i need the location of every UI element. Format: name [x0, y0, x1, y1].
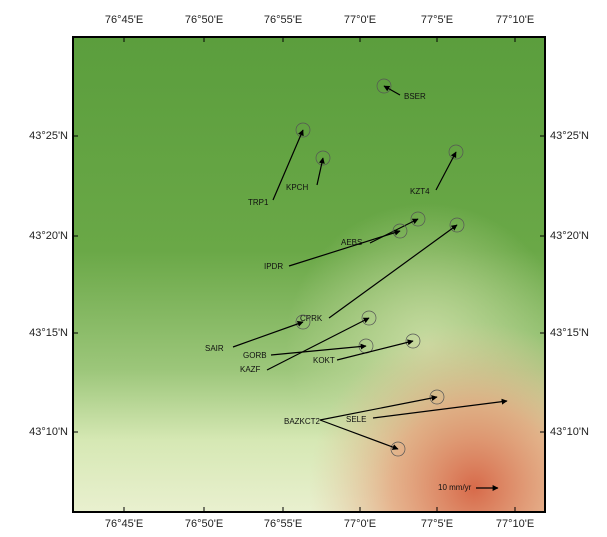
station-label: KZT4 — [410, 187, 430, 196]
x-label-bottom: 77°0'E — [344, 518, 376, 530]
station-label: SAIR — [205, 344, 224, 353]
x-label-top: 76°55'E — [264, 14, 302, 26]
x-label-top: 77°5'E — [421, 14, 453, 26]
scale-label: 10 mm/yr — [438, 483, 472, 492]
y-label-right: 43°15'N — [550, 327, 589, 339]
station-label: KAZF — [240, 365, 261, 374]
x-label-bottom: 76°45'E — [105, 518, 143, 530]
station-label: IPDR — [264, 262, 283, 271]
station-label: GORB — [243, 351, 267, 360]
x-label-bottom: 77°5'E — [421, 518, 453, 530]
station-label: CPRK — [300, 314, 323, 323]
x-label-bottom: 76°50'E — [185, 518, 223, 530]
y-label-right: 43°10'N — [550, 426, 589, 438]
y-label-left: 43°20'N — [29, 230, 68, 242]
station-label: BAZKCT2 — [284, 417, 321, 426]
map-area — [73, 37, 545, 512]
y-label-right: 43°25'N — [550, 130, 589, 142]
x-label-top: 76°50'E — [185, 14, 223, 26]
x-label-top: 77°10'E — [496, 14, 534, 26]
station-label: BSER — [404, 92, 426, 101]
y-label-left: 43°10'N — [29, 426, 68, 438]
y-label-left: 43°15'N — [29, 327, 68, 339]
station-label: KOKT — [313, 356, 335, 365]
station-label: SELE — [346, 415, 366, 424]
map-figure: 76°45'E 76°45'E 76°50'E 76°50'E 76°55'E 76°55… — [0, 0, 607, 537]
x-label-top: 77°0'E — [344, 14, 376, 26]
x-label-top: 76°45'E — [105, 14, 143, 26]
station-label: TRP1 — [248, 198, 269, 207]
x-label-bottom: 77°10'E — [496, 518, 534, 530]
x-label-bottom: 76°55'E — [264, 518, 302, 530]
y-label-right: 43°20'N — [550, 230, 589, 242]
y-label-left: 43°25'N — [29, 130, 68, 142]
station-label: KPCH — [286, 183, 308, 192]
